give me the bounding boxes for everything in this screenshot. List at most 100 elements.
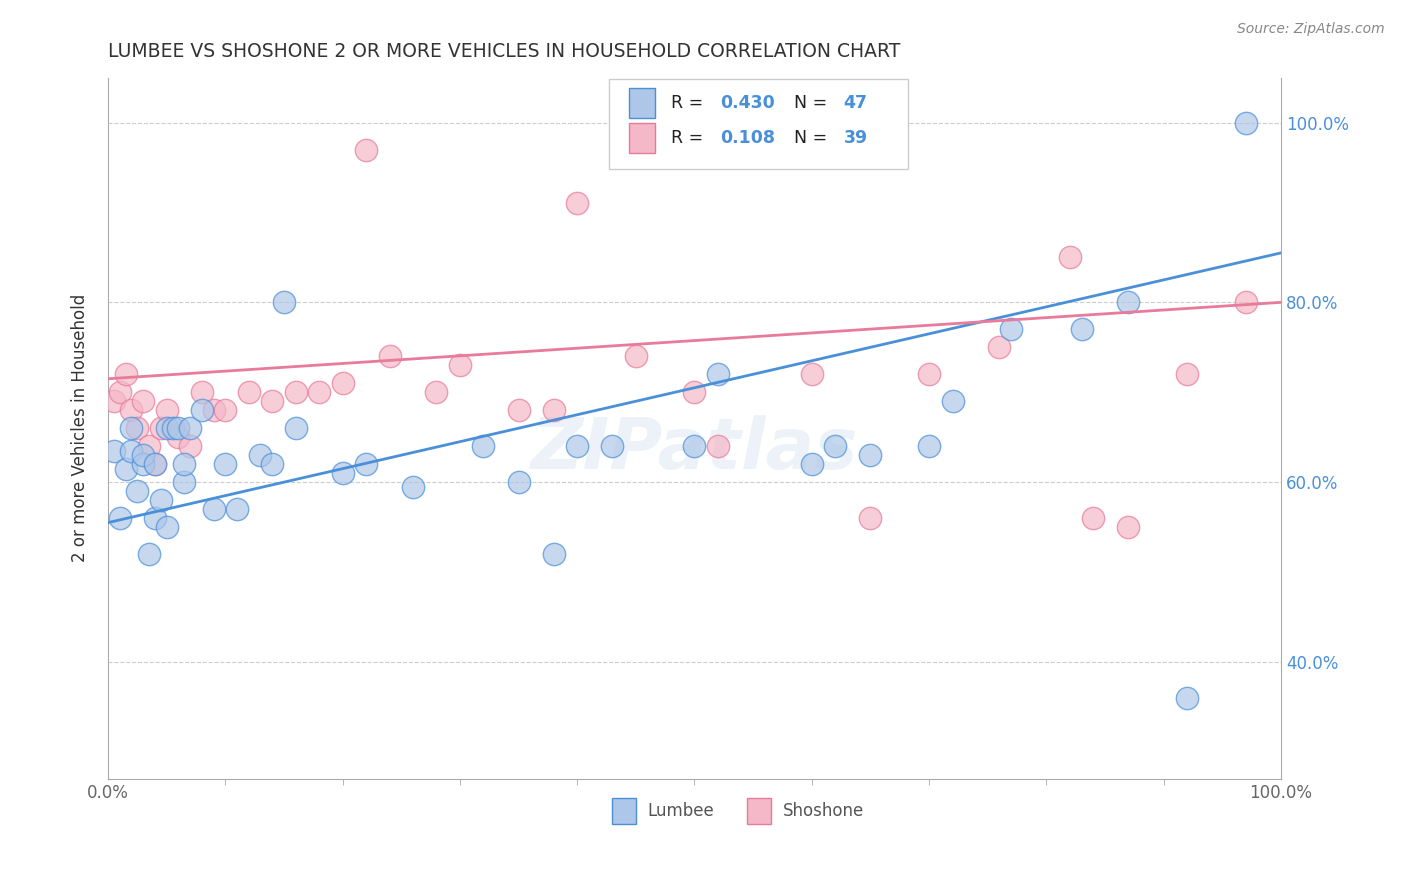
Text: R =: R = xyxy=(671,129,709,147)
Point xyxy=(332,466,354,480)
Text: Shoshone: Shoshone xyxy=(783,802,863,820)
Point xyxy=(800,457,823,471)
Point xyxy=(156,421,179,435)
Point xyxy=(238,385,260,400)
Point xyxy=(1000,322,1022,336)
Point xyxy=(1118,295,1140,310)
Text: R =: R = xyxy=(671,94,709,112)
Point xyxy=(138,547,160,561)
Point xyxy=(1059,251,1081,265)
Point xyxy=(567,439,589,453)
Point xyxy=(114,368,136,382)
Point xyxy=(1175,368,1198,382)
Point xyxy=(156,520,179,534)
Point xyxy=(683,439,706,453)
Point xyxy=(918,368,941,382)
Point xyxy=(859,511,882,525)
FancyBboxPatch shape xyxy=(747,797,770,824)
Point xyxy=(226,502,249,516)
Point xyxy=(132,448,155,462)
Point xyxy=(214,457,236,471)
Point xyxy=(262,394,284,409)
Y-axis label: 2 or more Vehicles in Household: 2 or more Vehicles in Household xyxy=(72,294,89,562)
Point xyxy=(191,403,214,417)
Point xyxy=(941,394,963,409)
Point xyxy=(1175,690,1198,705)
Point xyxy=(162,421,184,435)
Point xyxy=(138,439,160,453)
Point xyxy=(262,457,284,471)
FancyBboxPatch shape xyxy=(609,79,908,169)
Point xyxy=(918,439,941,453)
Point xyxy=(143,457,166,471)
Point xyxy=(249,448,271,462)
Point xyxy=(472,439,495,453)
Point xyxy=(1083,511,1105,525)
Point xyxy=(707,439,730,453)
Text: ZIPatlas: ZIPatlas xyxy=(531,415,858,483)
Point xyxy=(179,439,201,453)
Point xyxy=(543,403,565,417)
Point xyxy=(1234,115,1257,129)
Point xyxy=(508,475,530,490)
Point xyxy=(683,385,706,400)
Point xyxy=(202,403,225,417)
Text: Lumbee: Lumbee xyxy=(648,802,714,820)
Point xyxy=(707,368,730,382)
Point xyxy=(1070,322,1092,336)
Point xyxy=(624,349,647,363)
Point xyxy=(191,385,214,400)
Point xyxy=(1234,295,1257,310)
Point xyxy=(167,421,190,435)
Point xyxy=(149,421,172,435)
Point xyxy=(120,403,142,417)
Point xyxy=(108,511,131,525)
Point xyxy=(284,385,307,400)
Point xyxy=(114,461,136,475)
Point xyxy=(167,430,190,444)
Text: LUMBEE VS SHOSHONE 2 OR MORE VEHICLES IN HOUSEHOLD CORRELATION CHART: LUMBEE VS SHOSHONE 2 OR MORE VEHICLES IN… xyxy=(108,42,900,61)
Text: N =: N = xyxy=(794,129,832,147)
Point xyxy=(508,403,530,417)
Point xyxy=(179,421,201,435)
Point xyxy=(425,385,447,400)
Point xyxy=(402,480,425,494)
Point xyxy=(988,340,1011,354)
Point xyxy=(108,385,131,400)
Point xyxy=(120,421,142,435)
Text: N =: N = xyxy=(794,94,832,112)
FancyBboxPatch shape xyxy=(628,123,655,153)
Point xyxy=(354,457,377,471)
Text: Source: ZipAtlas.com: Source: ZipAtlas.com xyxy=(1237,22,1385,37)
Point xyxy=(132,457,155,471)
Point xyxy=(543,547,565,561)
Point xyxy=(1118,520,1140,534)
Point xyxy=(120,443,142,458)
Point xyxy=(354,143,377,157)
Point xyxy=(284,421,307,435)
Point xyxy=(127,421,149,435)
Point xyxy=(173,475,195,490)
Text: 0.430: 0.430 xyxy=(720,94,775,112)
FancyBboxPatch shape xyxy=(613,797,636,824)
Point xyxy=(273,295,295,310)
Point xyxy=(800,368,823,382)
Point xyxy=(143,457,166,471)
Point xyxy=(103,443,125,458)
Point xyxy=(173,457,195,471)
Text: 0.108: 0.108 xyxy=(720,129,775,147)
Point xyxy=(149,493,172,508)
Point xyxy=(103,394,125,409)
Point xyxy=(143,511,166,525)
FancyBboxPatch shape xyxy=(628,88,655,118)
Text: 39: 39 xyxy=(844,129,868,147)
Point xyxy=(859,448,882,462)
Point xyxy=(127,484,149,499)
Text: 47: 47 xyxy=(844,94,868,112)
Point xyxy=(132,394,155,409)
Point xyxy=(567,196,589,211)
Point xyxy=(449,359,471,373)
Point xyxy=(824,439,846,453)
Point xyxy=(308,385,330,400)
Point xyxy=(214,403,236,417)
